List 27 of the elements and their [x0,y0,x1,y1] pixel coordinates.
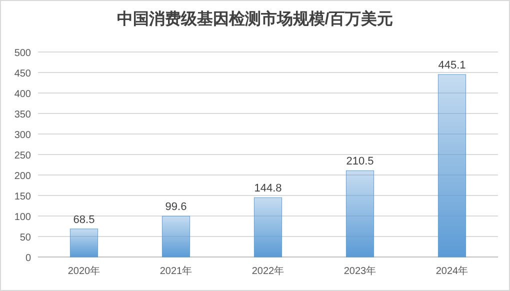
x-tick-label: 2020年 [68,265,100,277]
x-tick-label: 2023年 [344,265,376,277]
bar [438,74,466,258]
x-tick-label: 2021年 [160,265,192,277]
y-tick-label: 0 [25,253,32,264]
bar [254,197,282,258]
data-label: 99.6 [165,201,187,214]
chart-title: 中国消费级基因检测市场规模/百万美元 [116,9,394,28]
data-label: 144.8 [254,182,282,195]
bar [162,216,190,258]
y-tick-label: 450 [14,68,32,80]
y-tick-label: 500 [14,48,32,59]
x-tick-label: 2024年 [436,265,468,277]
x-tick-label: 2022年 [252,265,284,277]
data-label: 210.5 [346,156,374,168]
y-tick-label: 350 [14,110,32,120]
bar [70,228,98,258]
bar [346,170,374,258]
y-tick-label: 400 [14,89,32,100]
y-tick-label: 200 [14,171,32,182]
y-tick-label: 150 [14,192,32,202]
y-tick-label: 300 [14,130,32,141]
y-tick-label: 250 [14,150,32,162]
y-tick-label: 100 [14,212,32,223]
y-tick-label: 50 [20,232,32,244]
data-label: 68.5 [73,214,95,226]
data-label: 445.1 [438,60,466,72]
